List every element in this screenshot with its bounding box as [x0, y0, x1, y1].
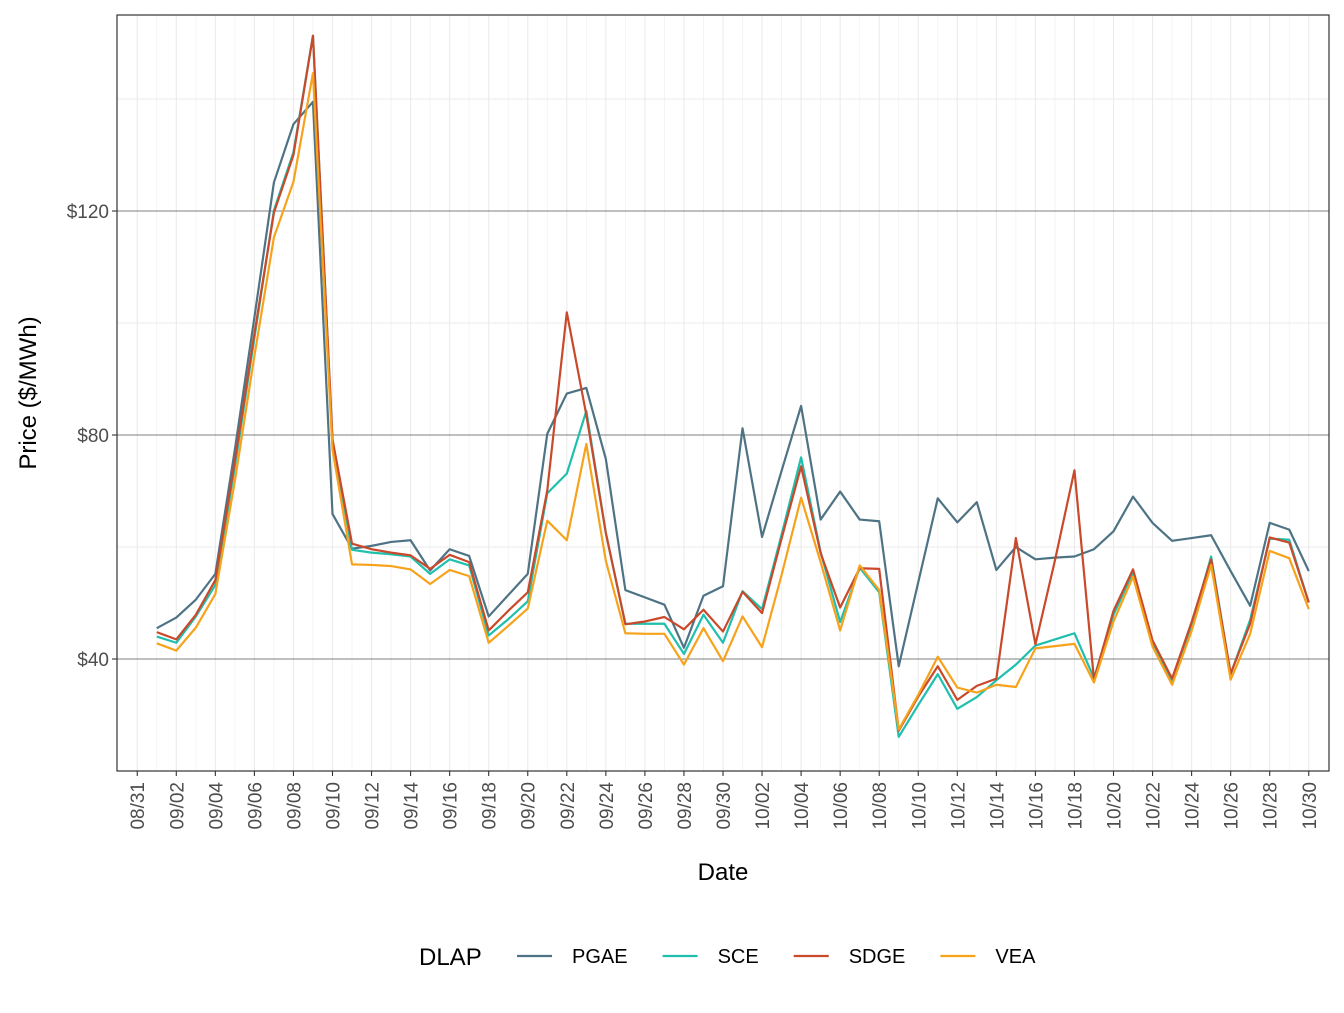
x-tick-label: 09/04 — [206, 782, 227, 830]
x-tick-label: 10/30 — [1300, 782, 1321, 830]
x-tick-label: 10/14 — [987, 782, 1008, 830]
legend-title: DLAP — [419, 944, 482, 971]
x-tick-label: 10/10 — [909, 782, 930, 830]
x-tick-label: 09/16 — [441, 782, 462, 830]
x-tick-label: 10/26 — [1222, 782, 1243, 830]
x-tick-label: 09/06 — [245, 782, 266, 830]
x-tick-label: 09/12 — [363, 782, 384, 830]
y-tick-label: $40 — [77, 650, 109, 671]
x-tick-label: 10/20 — [1105, 782, 1126, 830]
y-axis: $40 $80 $120 — [67, 202, 117, 671]
legend-label-vea: VEA — [995, 946, 1036, 968]
x-tick-label: 10/06 — [831, 782, 852, 830]
y-tick-label: $80 — [77, 426, 109, 447]
legend-label-sce: SCE — [718, 946, 759, 968]
x-tick-label: 10/04 — [792, 782, 813, 830]
legend: DLAP PGAE SCE SDGE VEA — [419, 944, 1036, 971]
x-tick-label: 09/30 — [714, 782, 735, 830]
x-tick-label: 09/28 — [675, 782, 696, 830]
x-tick-label: 10/22 — [1144, 782, 1165, 830]
x-tick-label: 08/31 — [128, 782, 149, 830]
x-tick-label: 10/08 — [870, 782, 891, 830]
x-tick-label: 09/22 — [558, 782, 579, 830]
grid-minor — [117, 15, 1329, 772]
x-tick-label: 10/02 — [753, 782, 774, 830]
x-tick-label: 10/24 — [1183, 782, 1204, 830]
x-axis: 08/31 09/02 09/04 09/06 09/08 09/10 09/12 09/14… — [128, 771, 1321, 830]
series-line-vea — [156, 72, 1310, 731]
x-tick-label: 09/24 — [597, 782, 618, 830]
x-tick-label: 09/10 — [323, 782, 344, 830]
x-axis-title: Date — [698, 859, 749, 886]
x-tick-label: 10/18 — [1065, 782, 1086, 830]
legend-label-sdge: SDGE — [849, 946, 906, 968]
legend-label-pgae: PGAE — [572, 946, 628, 968]
y-tick-label: $120 — [67, 202, 109, 223]
x-tick-label: 10/12 — [948, 782, 969, 830]
x-tick-label: 10/16 — [1026, 782, 1047, 830]
x-tick-label: 09/18 — [480, 782, 501, 830]
x-tick-label: 09/08 — [284, 782, 305, 830]
x-tick-label: 09/02 — [167, 782, 188, 830]
x-tick-label: 09/26 — [636, 782, 657, 830]
x-tick-label: 09/20 — [519, 782, 540, 830]
series-line-sdge — [156, 34, 1310, 732]
series-lines — [156, 34, 1310, 738]
x-tick-label: 10/28 — [1261, 782, 1282, 830]
y-axis-title: Price ($/MWh) — [15, 316, 42, 469]
x-tick-label: 09/14 — [402, 782, 423, 830]
